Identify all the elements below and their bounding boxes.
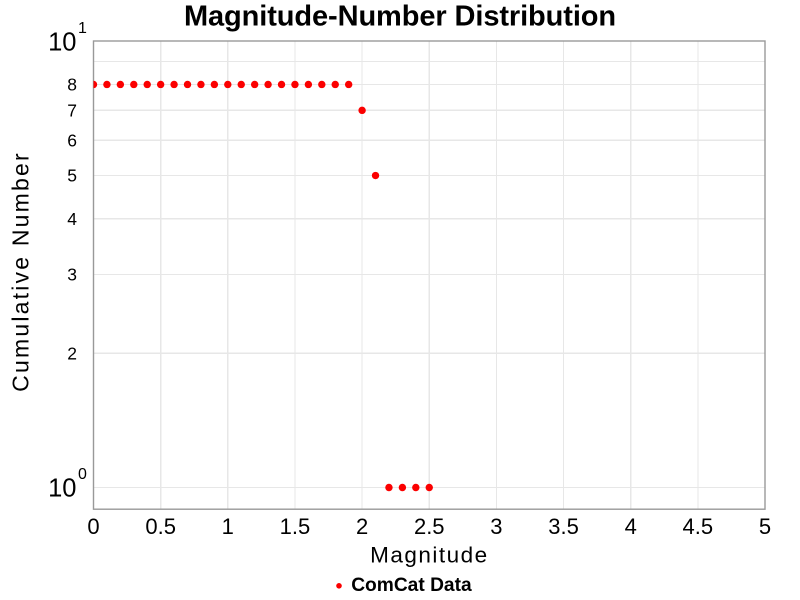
svg-text:ComCat Data: ComCat Data <box>351 575 472 596</box>
svg-text:Cumulative Number: Cumulative Number <box>8 151 34 392</box>
svg-text:3: 3 <box>490 514 502 539</box>
svg-text:5: 5 <box>67 166 77 186</box>
svg-text:3: 3 <box>67 265 77 285</box>
svg-text:0: 0 <box>78 466 87 483</box>
svg-text:0.5: 0.5 <box>145 514 176 539</box>
svg-text:4: 4 <box>625 514 637 539</box>
svg-text:3.5: 3.5 <box>548 514 579 539</box>
svg-text:7: 7 <box>67 101 77 121</box>
svg-text:2: 2 <box>356 514 368 539</box>
svg-text:6: 6 <box>67 130 77 150</box>
svg-text:1: 1 <box>78 20 87 37</box>
svg-text:4.5: 4.5 <box>683 514 714 539</box>
svg-text:Magnitude: Magnitude <box>370 542 489 567</box>
svg-text:1: 1 <box>222 514 234 539</box>
svg-text:2: 2 <box>67 343 77 363</box>
svg-text:10: 10 <box>48 475 76 503</box>
svg-text:5: 5 <box>759 514 771 539</box>
svg-text:Magnitude-Number Distribution: Magnitude-Number Distribution <box>184 0 616 32</box>
svg-text:10: 10 <box>48 29 76 57</box>
svg-text:4: 4 <box>67 209 77 229</box>
svg-text:0: 0 <box>87 514 99 539</box>
svg-text:1.5: 1.5 <box>280 514 311 539</box>
svg-text:8: 8 <box>67 75 77 95</box>
svg-text:2.5: 2.5 <box>414 514 445 539</box>
